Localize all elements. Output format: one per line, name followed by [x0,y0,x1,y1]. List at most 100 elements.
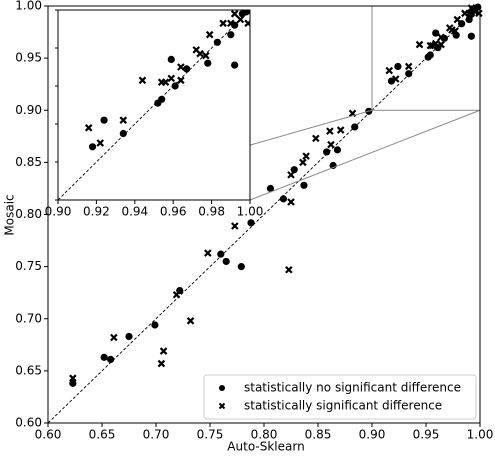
inset-x-tick-label: 0.94 [121,205,148,219]
point [213,38,221,46]
point [327,140,335,149]
inset-x-tick-label: 0.96 [160,205,187,219]
point [167,55,175,64]
point [204,249,212,257]
point [217,250,225,258]
point [171,82,179,90]
point [287,198,295,206]
point [157,359,166,368]
point [196,49,204,58]
point [222,257,230,266]
x-tick-label: 0.60 [35,428,62,442]
point [110,333,118,342]
point [231,21,239,29]
y-tick-label: 0.90 [15,103,42,117]
point [151,321,159,329]
point [69,374,77,382]
point [100,116,108,124]
point [96,139,105,147]
point [465,9,473,18]
point [470,7,479,15]
point [312,134,320,143]
point [227,31,235,39]
legend-label: statistically significant difference [244,399,442,413]
point [227,19,235,28]
point [242,10,250,16]
legend-marker [219,385,225,391]
y-tick-label: 0.75 [15,259,42,273]
point [159,347,168,355]
point [244,19,250,28]
x-axis-label: Auto-Sklearn [227,440,304,454]
point [426,51,434,59]
point [453,15,462,24]
point [247,219,255,227]
x-tick-label: 0.95 [413,428,440,442]
point [405,70,413,78]
point [161,78,170,86]
point [300,181,308,189]
point [177,63,185,71]
point [437,33,445,42]
point [236,15,245,24]
point [138,76,147,85]
point [205,30,214,39]
legend-marker [218,402,226,410]
x-tick-label: 1.00 [467,428,494,442]
point [333,146,342,154]
y-tick-label: 0.60 [15,416,42,430]
inset-points [84,10,250,151]
point [302,152,310,160]
point [107,355,115,364]
point [231,61,239,69]
point [415,40,424,49]
y-tick-label: 0.80 [15,207,42,221]
point [394,62,402,71]
point [285,265,293,274]
point [323,148,331,156]
point [177,76,185,85]
point [172,290,181,299]
point [204,59,212,67]
inset-x-tick-label: 1.00 [237,205,264,219]
point [336,126,345,134]
point [266,184,275,193]
legend-label: statistically no significant difference [244,381,461,395]
point [387,77,396,85]
point [88,143,97,151]
zoom-connector [249,109,481,201]
inset-x-tick-label: 0.98 [198,205,225,219]
y-tick-label: 0.85 [15,155,42,169]
point [230,10,239,18]
y-tick-label: 1.00 [15,0,42,13]
point [326,127,334,135]
point [219,19,227,28]
point [475,9,483,18]
point [119,129,127,138]
inset-x-tick-label: 0.92 [83,205,110,219]
point [231,222,239,230]
point [431,39,440,48]
point [467,32,475,40]
inset-frame [57,9,251,201]
point [437,40,445,49]
point [84,124,93,132]
point [290,166,298,174]
point [451,27,459,35]
point [391,75,400,83]
legend-box [203,374,477,420]
y-tick-label: 0.95 [15,51,42,65]
y-axis-label: Mosaic [3,194,17,235]
point [202,51,210,60]
point [287,171,295,179]
point [385,66,394,75]
point [119,116,128,124]
point [351,123,359,131]
y-tick-label: 0.65 [15,363,42,377]
point [299,158,307,167]
point [186,317,195,325]
x-tick-label: 0.80 [251,428,278,442]
point [158,95,166,103]
point [100,353,108,361]
